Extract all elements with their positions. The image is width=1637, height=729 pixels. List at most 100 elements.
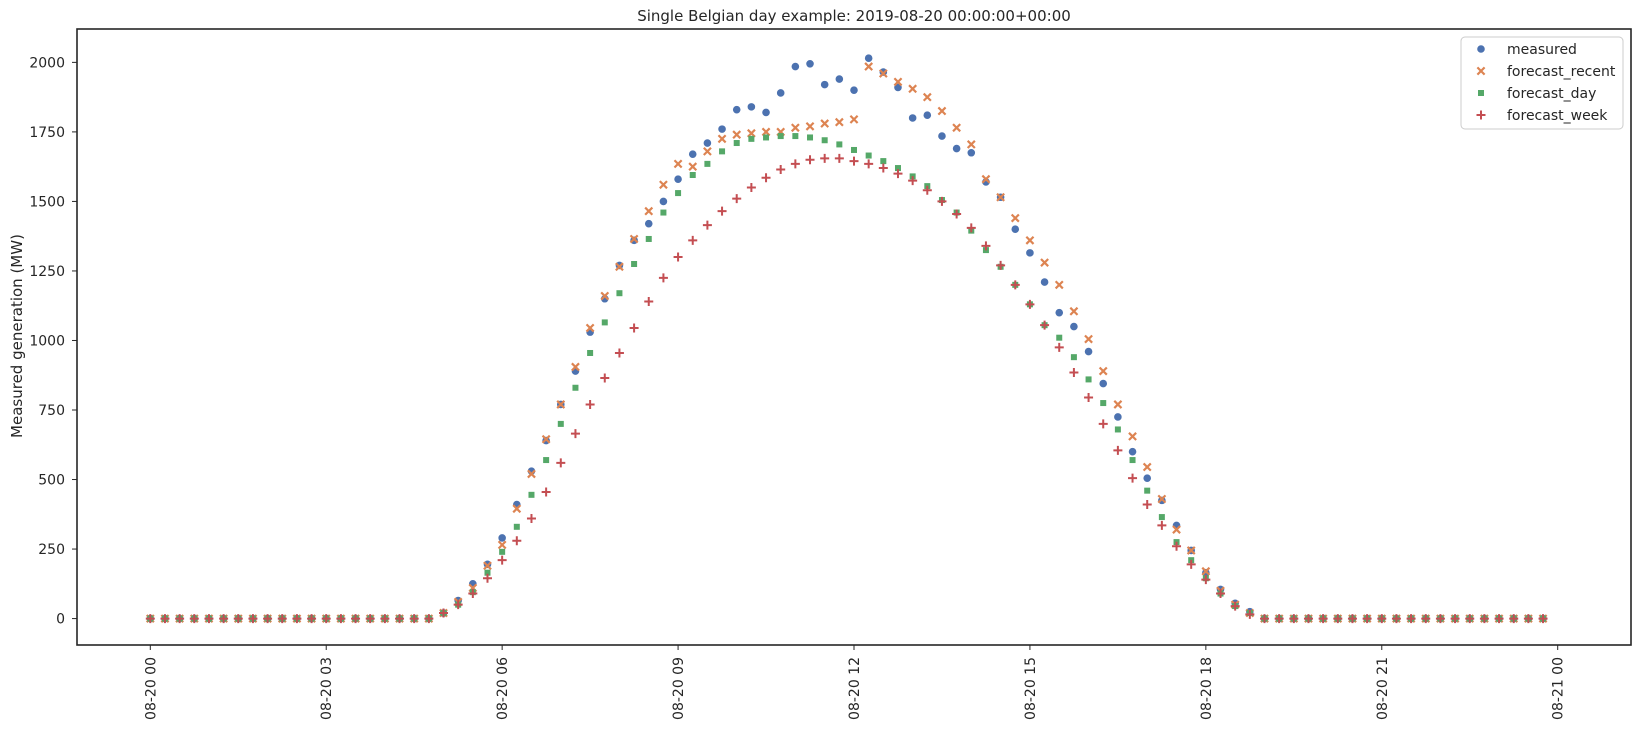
legend-marker	[1478, 90, 1484, 96]
data-point	[645, 235, 652, 242]
data-point	[937, 106, 947, 116]
data-point	[937, 131, 947, 141]
data-point	[1450, 614, 1460, 624]
data-point	[1025, 235, 1035, 245]
data-point	[1128, 432, 1137, 441]
data-point	[864, 159, 874, 169]
y-tick-label: 2000	[29, 55, 65, 71]
data-point	[1100, 400, 1107, 407]
y-tick-label: 1750	[29, 125, 65, 141]
data-point	[1391, 614, 1401, 624]
data-point	[585, 399, 595, 409]
data-point	[777, 133, 784, 140]
data-point	[644, 206, 654, 216]
chart-title: Single Belgian day example: 2019-08-20 0…	[637, 7, 1071, 25]
data-point	[513, 523, 520, 530]
data-point	[865, 152, 872, 159]
data-point	[587, 349, 594, 356]
data-point	[732, 105, 742, 115]
data-point	[497, 540, 507, 550]
y-tick-label: 1250	[29, 264, 65, 280]
data-point	[1054, 342, 1064, 352]
data-point	[952, 143, 962, 154]
data-point	[996, 260, 1006, 270]
data-point	[1494, 614, 1504, 624]
data-point	[790, 159, 800, 169]
data-point	[658, 273, 668, 283]
data-point	[1113, 400, 1123, 409]
data-point	[543, 457, 550, 464]
data-point	[614, 348, 624, 358]
data-point	[497, 533, 507, 543]
y-tick-label: 1500	[29, 194, 65, 210]
y-tick-label: 750	[38, 403, 65, 419]
data-point	[702, 220, 712, 230]
data-point	[922, 185, 932, 195]
legend-label: measured	[1507, 42, 1577, 58]
data-point	[1098, 366, 1108, 376]
data-point	[380, 614, 390, 624]
data-point	[160, 614, 170, 624]
data-point	[644, 297, 654, 307]
data-point	[1421, 614, 1431, 624]
data-point	[966, 140, 976, 149]
data-point	[689, 172, 696, 179]
data-point	[1069, 321, 1079, 332]
data-point	[702, 138, 712, 148]
data-point	[1083, 347, 1094, 357]
data-point	[908, 84, 918, 94]
data-point	[1479, 614, 1489, 624]
legend: measured forecast_recent forecast_dayforec…	[1460, 36, 1624, 130]
data-point	[219, 614, 229, 624]
plot-frame	[76, 28, 1632, 646]
data-point	[600, 291, 610, 301]
data-point	[746, 128, 756, 138]
data-point	[499, 548, 506, 555]
data-point	[746, 102, 756, 112]
data-point	[571, 362, 580, 372]
data-point	[526, 513, 536, 523]
data-point	[864, 53, 874, 63]
data-point	[1318, 614, 1328, 624]
data-point	[601, 319, 608, 326]
data-point	[937, 196, 947, 206]
data-point	[351, 614, 361, 624]
data-point	[395, 614, 405, 624]
data-point	[453, 600, 463, 610]
data-point	[894, 165, 901, 172]
data-point	[717, 134, 727, 144]
data-point	[836, 141, 843, 148]
data-point	[820, 80, 830, 90]
data-point	[1054, 308, 1064, 318]
data-point	[512, 504, 522, 514]
data-point	[585, 323, 595, 333]
data-point	[1113, 412, 1123, 422]
data-point	[761, 127, 771, 137]
data-point	[527, 469, 536, 479]
data-point	[673, 174, 683, 184]
data-point	[1084, 334, 1093, 344]
data-point	[263, 614, 273, 624]
data-point	[556, 458, 566, 468]
data-point	[439, 608, 449, 618]
data-point	[631, 260, 638, 267]
data-point	[851, 146, 857, 153]
series-forecast-week	[145, 153, 1548, 624]
legend-marker	[1476, 66, 1486, 76]
data-point	[1085, 376, 1092, 383]
data-point	[1230, 601, 1240, 611]
data-point	[1158, 514, 1165, 521]
data-point	[1509, 614, 1519, 624]
data-point	[952, 123, 962, 133]
data-point	[717, 124, 727, 134]
data-point	[1216, 589, 1226, 599]
data-point	[820, 119, 830, 128]
data-point	[556, 400, 566, 409]
data-point	[834, 117, 844, 127]
data-point	[189, 614, 199, 624]
data-point	[616, 290, 623, 297]
x-tick-label: 08-20 12	[847, 657, 863, 720]
data-point	[805, 121, 815, 131]
data-point	[1157, 520, 1167, 530]
data-point	[1039, 277, 1050, 287]
